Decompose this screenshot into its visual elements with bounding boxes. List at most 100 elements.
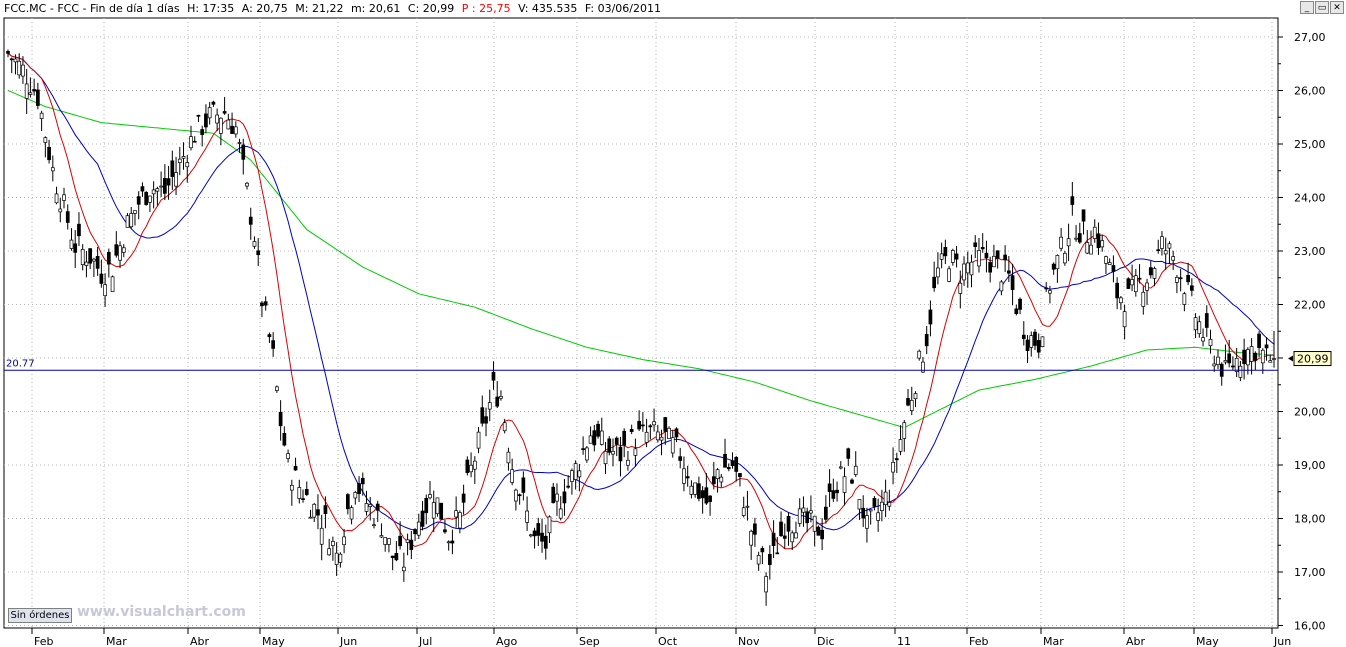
candle-body xyxy=(588,435,593,444)
candle-body xyxy=(1272,358,1276,360)
candle-body xyxy=(842,476,847,493)
minimize-button[interactable]: _ xyxy=(1300,1,1314,14)
candle-body xyxy=(181,156,186,159)
candle-body xyxy=(476,431,481,449)
candle-body xyxy=(611,450,615,455)
candle-body xyxy=(125,215,130,228)
candle-body xyxy=(1197,321,1202,334)
x-tick-label: Mar xyxy=(106,635,127,647)
candle-body xyxy=(697,483,701,499)
candle-body xyxy=(267,334,272,338)
candle-body xyxy=(1074,237,1078,240)
candle-body xyxy=(835,489,839,494)
candle-body xyxy=(364,503,369,512)
candle-body xyxy=(28,92,33,95)
candle-body xyxy=(880,501,884,511)
window-controls: _ ▭ ✕ xyxy=(1300,1,1344,15)
candle-body xyxy=(13,58,18,63)
candle-body xyxy=(252,241,257,247)
candle-body xyxy=(69,239,74,249)
candle-body xyxy=(969,261,974,276)
candle-body xyxy=(1264,344,1269,349)
candle-body xyxy=(293,465,298,471)
candle-body xyxy=(1044,287,1049,290)
candle-body xyxy=(1122,311,1127,328)
candle-body xyxy=(965,262,970,274)
candle-body xyxy=(618,446,623,462)
ma-mid-line xyxy=(7,52,1275,531)
candle-body xyxy=(1171,256,1176,261)
header-date: F: 03/06/2011 xyxy=(584,2,661,15)
candle-body xyxy=(663,417,668,432)
header-prev: P : 25,75 xyxy=(461,2,511,15)
candle-body xyxy=(1186,275,1190,283)
candle-body xyxy=(174,172,178,187)
restore-button[interactable]: ▭ xyxy=(1315,1,1329,14)
candle-body xyxy=(775,552,780,555)
candle-body xyxy=(510,469,515,483)
candle-body xyxy=(297,487,302,499)
candle-body xyxy=(1115,282,1120,299)
candle-body xyxy=(312,503,317,518)
candle-body xyxy=(861,507,866,519)
candle-body xyxy=(570,470,574,482)
candle-body xyxy=(80,249,85,266)
candle-body xyxy=(909,400,914,411)
candle-body xyxy=(1051,263,1056,270)
candle-body xyxy=(1010,275,1015,290)
candle-body xyxy=(77,223,81,237)
candle-body xyxy=(1145,282,1149,291)
candle-body xyxy=(1234,358,1239,372)
candle-body xyxy=(118,245,122,261)
candle-body xyxy=(375,503,380,511)
candle-body xyxy=(992,255,996,268)
candle-body xyxy=(1089,244,1093,255)
candle-body xyxy=(876,512,880,521)
candle-body xyxy=(603,450,608,465)
y-tick-label: 27,00 xyxy=(1294,31,1326,44)
candle-body xyxy=(1021,334,1026,340)
orders-button[interactable]: Sin órdenes xyxy=(8,608,72,623)
candle-body xyxy=(525,510,529,523)
candle-body xyxy=(465,459,470,473)
candle-body xyxy=(241,144,246,160)
candle-body xyxy=(260,302,264,307)
candle-body xyxy=(424,498,429,514)
candle-body xyxy=(472,460,477,470)
candle-body xyxy=(458,512,462,529)
candle-body xyxy=(372,524,376,527)
candle-body xyxy=(1036,340,1041,353)
candle-body xyxy=(1238,365,1243,378)
candle-body xyxy=(939,253,944,260)
candle-body xyxy=(129,213,134,228)
candle-body xyxy=(1003,254,1007,261)
candle-body xyxy=(894,458,899,461)
candle-body xyxy=(58,208,63,213)
candle-body xyxy=(655,431,660,441)
candle-body xyxy=(1133,275,1138,293)
candle-body xyxy=(9,58,14,61)
close-button[interactable]: ✕ xyxy=(1330,1,1344,14)
candle-body xyxy=(275,386,279,391)
candle-body xyxy=(327,548,332,556)
candle-body xyxy=(1040,336,1045,348)
candle-body xyxy=(1246,349,1250,366)
candle-body xyxy=(237,142,242,144)
candle-body xyxy=(1249,346,1254,362)
candle-body xyxy=(1126,278,1131,289)
candle-body xyxy=(566,485,571,488)
candle-body xyxy=(704,487,709,504)
x-tick-label: May xyxy=(1196,635,1219,647)
last-price-label: 20,99 xyxy=(1297,353,1329,366)
candle-body xyxy=(62,194,66,201)
candle-body xyxy=(431,502,436,519)
candle-body xyxy=(614,437,619,445)
candle-body xyxy=(200,129,205,135)
candle-body xyxy=(43,137,48,143)
last-price-box xyxy=(1293,351,1332,367)
candle-body xyxy=(502,422,507,432)
candle-body xyxy=(435,497,440,515)
candle-body xyxy=(641,424,645,427)
candle-body xyxy=(282,433,287,446)
